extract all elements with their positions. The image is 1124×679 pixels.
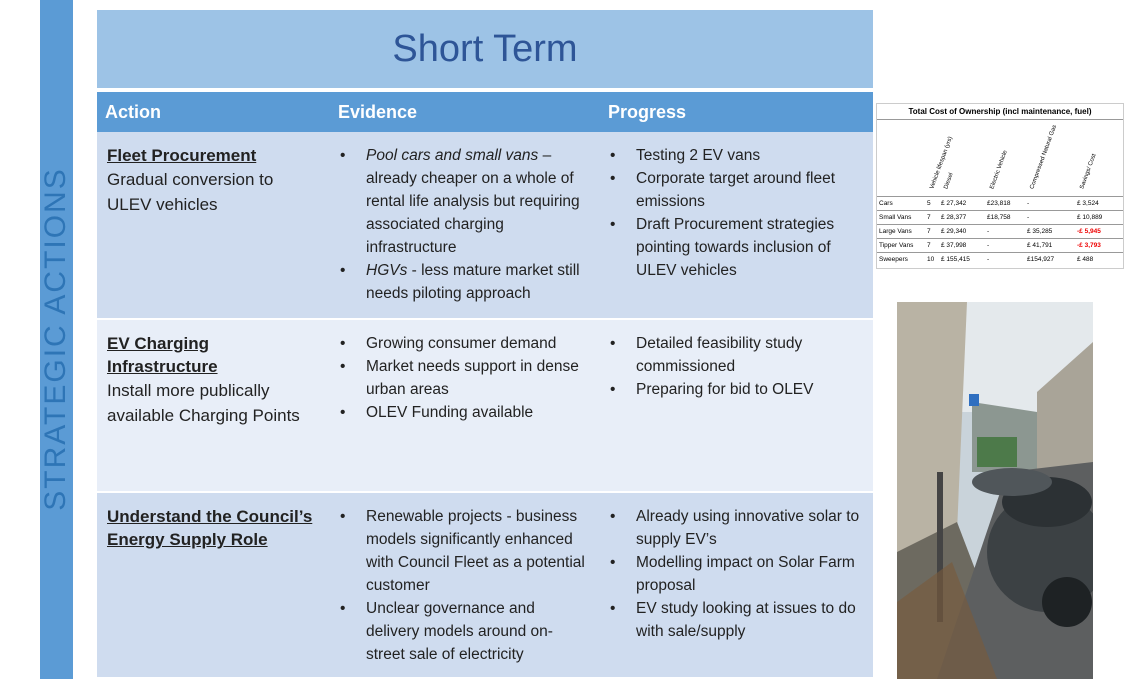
action-title: EV Charging Infrastructure bbox=[107, 334, 218, 376]
action-cell: Understand the Council’s Energy Supply R… bbox=[97, 493, 330, 677]
cost-cell: £ 488 bbox=[1077, 256, 1094, 263]
action-text: Gradual conversion to ULEV vehicles bbox=[107, 170, 274, 214]
cost-cell: £ 10,889 bbox=[1077, 214, 1103, 221]
cost-header: Diesel bbox=[943, 172, 955, 190]
cost-cell: £18,758 bbox=[987, 214, 1011, 221]
cost-cell: £ 28,377 bbox=[941, 214, 967, 221]
column-header: Action bbox=[97, 92, 330, 132]
cost-cell: -£ 3,793 bbox=[1077, 242, 1101, 249]
evidence-cell: Renewable projects - business models sig… bbox=[330, 493, 600, 677]
progress-item: Preparing for bid to OLEV bbox=[610, 378, 863, 401]
evidence-text: Growing consumer demand bbox=[366, 335, 557, 352]
action-cell: Fleet Procurement Gradual conversion to U… bbox=[97, 132, 330, 318]
evidence-item: Growing consumer demand bbox=[340, 332, 590, 355]
cost-cell: £154,927 bbox=[1027, 256, 1055, 263]
cost-row: Large Vans 7 £ 29,340 - £ 35,285 -£ 5,945 bbox=[877, 224, 1123, 239]
evidence-text: – already cheaper on a whole of rental l… bbox=[366, 147, 580, 256]
progress-cell: Testing 2 EV vansCorporate target around… bbox=[600, 132, 873, 318]
progress-item: Detailed feasibility study commissioned bbox=[610, 332, 863, 378]
evidence-cell: Growing consumer demand Market needs supp… bbox=[330, 320, 600, 491]
street-photo bbox=[897, 302, 1093, 679]
cost-cell: 10 bbox=[927, 256, 935, 263]
cost-cell: -£ 5,945 bbox=[1077, 228, 1101, 235]
evidence-item: Renewable projects - business models sig… bbox=[340, 505, 590, 597]
cost-header: Compressed Natural Gas bbox=[1029, 124, 1059, 190]
side-band bbox=[40, 0, 73, 679]
evidence-text: Renewable projects - business models sig… bbox=[366, 508, 585, 594]
cost-row: Small Vans 7 £ 28,377 £18,758 - £ 10,889 bbox=[877, 210, 1123, 225]
progress-item: Testing 2 EV vans bbox=[610, 144, 863, 167]
cost-cell: 7 bbox=[927, 242, 931, 249]
column-header: Progress bbox=[600, 92, 873, 132]
progress-item: Draft Procurement strategies pointing to… bbox=[610, 213, 863, 282]
evidence-text: Market needs support in dense urban area… bbox=[366, 358, 579, 398]
cost-header: Electric Vehicle bbox=[989, 149, 1009, 190]
cost-cell: £ 27,342 bbox=[941, 200, 967, 207]
cost-cell: £ 41,791 bbox=[1027, 242, 1053, 249]
cost-cell: £23,818 bbox=[987, 200, 1011, 207]
action-title: Understand the Council’s Energy Supply R… bbox=[107, 507, 313, 549]
progress-item: EV study looking at issues to do with sa… bbox=[610, 597, 863, 643]
progress-item: Modelling impact on Solar Farm proposal bbox=[610, 551, 863, 597]
cost-row: Cars 5 £ 27,342 £23,818 - £ 3,524 bbox=[877, 196, 1123, 211]
cost-row: Sweepers 10 £ 155,415 - £154,927 £ 488 bbox=[877, 252, 1123, 267]
cost-cell: £ 155,415 bbox=[941, 256, 970, 263]
evidence-cell: Pool cars and small vans – already cheap… bbox=[330, 132, 600, 318]
cost-table-title: Total Cost of Ownership (incl maintenanc… bbox=[877, 104, 1123, 120]
progress-cell: Already using innovative solar to supply… bbox=[600, 493, 873, 677]
evidence-item: OLEV Funding available bbox=[340, 401, 590, 424]
cost-cell: Sweepers bbox=[879, 256, 908, 263]
evidence-item: Pool cars and small vans – already cheap… bbox=[340, 144, 590, 259]
cost-cell: £ 37,998 bbox=[941, 242, 967, 249]
cost-cell: Cars bbox=[879, 200, 893, 207]
evidence-item: Unclear governance and delivery models a… bbox=[340, 597, 590, 666]
progress-item: Corporate target around fleet emissions bbox=[610, 167, 863, 213]
slide-title: Short Term bbox=[97, 10, 873, 88]
cost-cell: - bbox=[987, 242, 990, 249]
evidence-text: OLEV Funding available bbox=[366, 404, 534, 421]
evidence-item: HGVs - less mature market still needs pi… bbox=[340, 259, 590, 305]
cost-cell: - bbox=[987, 228, 990, 235]
column-header: Evidence bbox=[330, 92, 600, 132]
cost-cell: - bbox=[1027, 200, 1030, 207]
action-text: Install more publically available Chargi… bbox=[107, 381, 300, 425]
action-title: Fleet Procurement bbox=[107, 146, 257, 165]
cost-cell: £ 29,340 bbox=[941, 228, 967, 235]
cost-cell: - bbox=[987, 256, 990, 263]
cost-table: Total Cost of Ownership (incl maintenanc… bbox=[876, 103, 1124, 269]
cost-header: Savings/ Cost bbox=[1079, 153, 1098, 190]
cost-cell: Tipper Vans bbox=[879, 242, 914, 249]
evidence-emphasis: HGVs bbox=[366, 262, 408, 279]
cost-cell: 7 bbox=[927, 228, 931, 235]
evidence-item: Market needs support in dense urban area… bbox=[340, 355, 590, 401]
side-label: STRATEGIC ACTIONS bbox=[39, 167, 72, 511]
cost-cell: £ 35,285 bbox=[1027, 228, 1053, 235]
evidence-emphasis: Pool cars and small vans bbox=[366, 147, 539, 164]
cost-cell: Large Vans bbox=[879, 228, 912, 235]
cost-cell: - bbox=[1027, 214, 1030, 221]
cost-row: Tipper Vans 7 £ 37,998 - £ 41,791 -£ 3,793 bbox=[877, 238, 1123, 253]
cost-cell: 5 bbox=[927, 200, 931, 207]
progress-cell: Detailed feasibility study commissionedP… bbox=[600, 320, 873, 491]
cost-cell: 7 bbox=[927, 214, 931, 221]
cost-cell: £ 3,524 bbox=[1077, 200, 1099, 207]
cost-cell: Small Vans bbox=[879, 214, 912, 221]
progress-item: Already using innovative solar to supply… bbox=[610, 505, 863, 551]
evidence-text: Unclear governance and delivery models a… bbox=[366, 600, 553, 663]
action-cell: EV Charging Infrastructure Install more p… bbox=[97, 320, 330, 491]
evidence-text: - less mature market still needs pilotin… bbox=[366, 262, 580, 302]
